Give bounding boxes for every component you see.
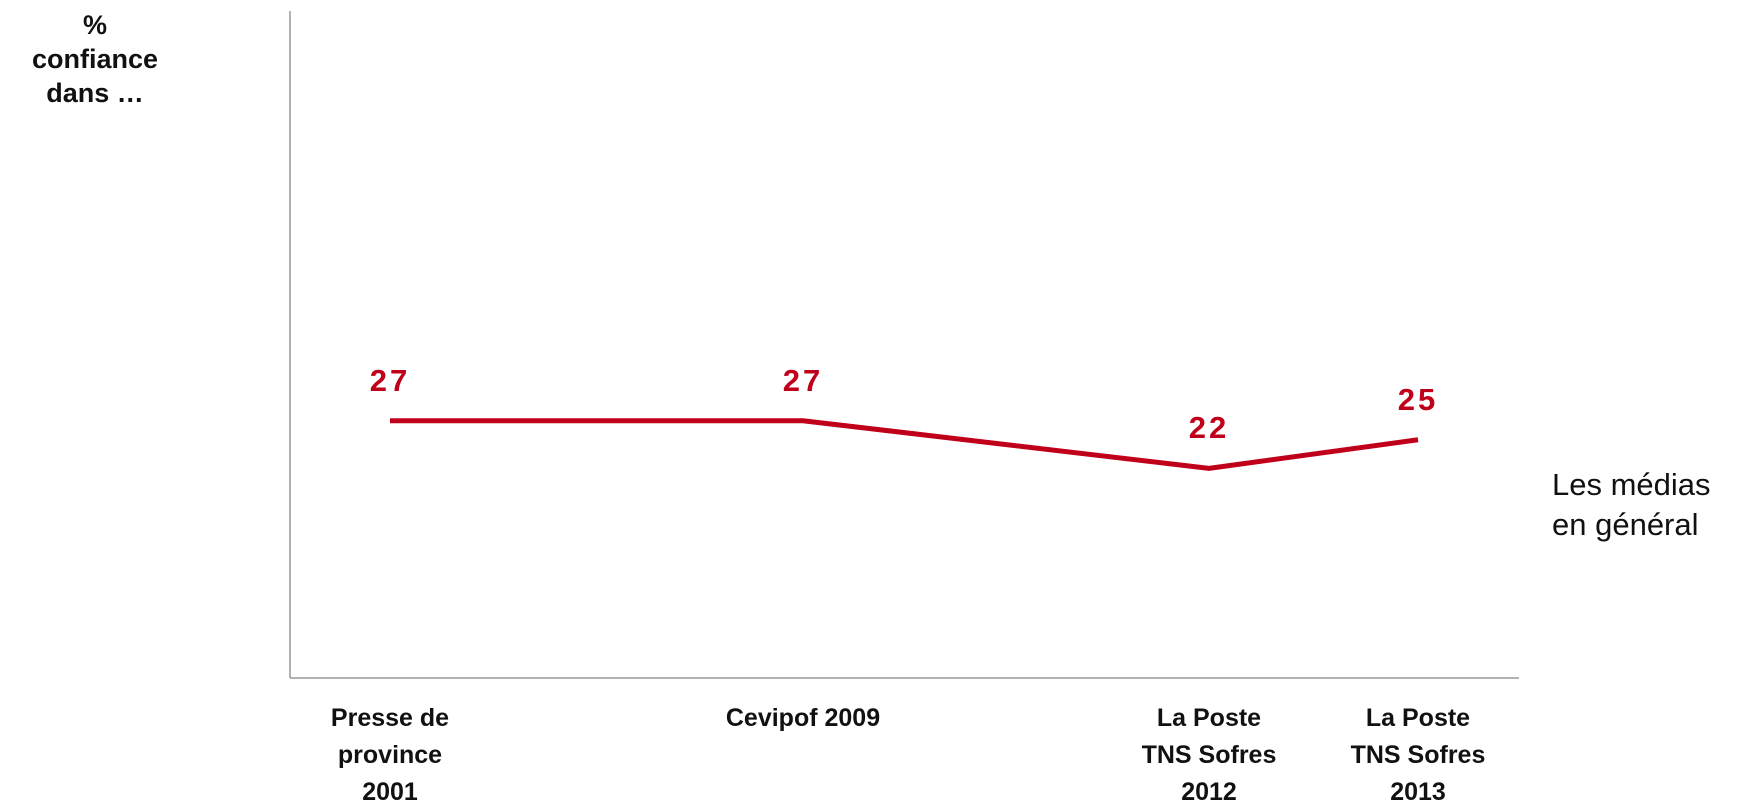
x-tick-label: La Poste TNS Sofres 2012 <box>1141 704 1277 806</box>
line <box>390 418 1419 471</box>
data-label: 27 <box>369 362 411 398</box>
x-tick-label: La Poste TNS Sofres 2013 <box>1350 704 1486 806</box>
data-label: 27 <box>782 362 824 398</box>
x-tick-label: Presse de province 2001 <box>330 704 450 806</box>
x-tick-label: Cevipof 2009 <box>725 704 881 732</box>
data-label: 22 <box>1188 410 1230 446</box>
y-axis-label: % confiance dans … <box>31 10 159 108</box>
data-label: 25 <box>1397 381 1439 417</box>
legend-label: Les médias en général <box>1552 467 1711 542</box>
